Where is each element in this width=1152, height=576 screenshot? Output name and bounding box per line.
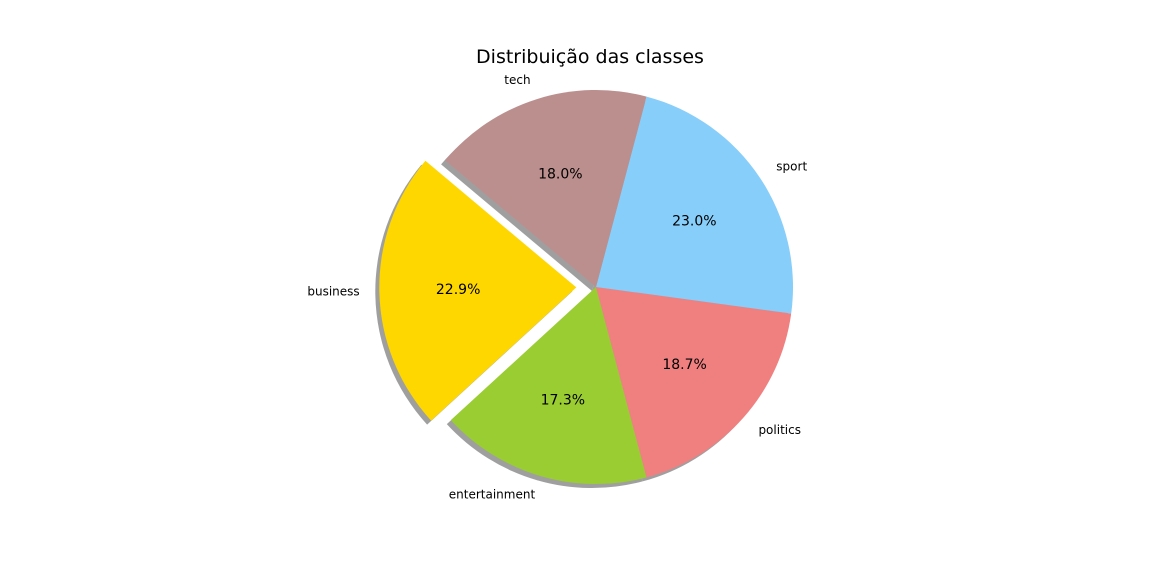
slice-label-entertainment: entertainment (449, 487, 536, 501)
slice-label-tech: tech (504, 73, 530, 87)
pct-label-politics: 18.7% (662, 357, 706, 373)
pct-label-entertainment: 17.3% (541, 392, 585, 408)
label-layer: business 22.9% entertainment 17.3% politics 1… (307, 73, 807, 502)
pie-slice-sport (596, 96, 793, 314)
pie-slice-politics (596, 287, 792, 478)
chart-title: Distribuição das classes (476, 46, 704, 68)
slice-label-politics: politics (758, 423, 801, 437)
pie-slice-tech (445, 90, 647, 288)
pct-label-tech: 18.0% (538, 166, 582, 182)
pct-label-business: 22.9% (436, 282, 480, 298)
pie-slice-entertainment (450, 287, 647, 484)
pct-label-sport: 23.0% (672, 213, 716, 229)
slice-label-business: business (307, 285, 359, 299)
slice-label-sport: sport (776, 159, 807, 173)
pie-slice-business (379, 160, 577, 421)
slice-layer (379, 90, 793, 484)
